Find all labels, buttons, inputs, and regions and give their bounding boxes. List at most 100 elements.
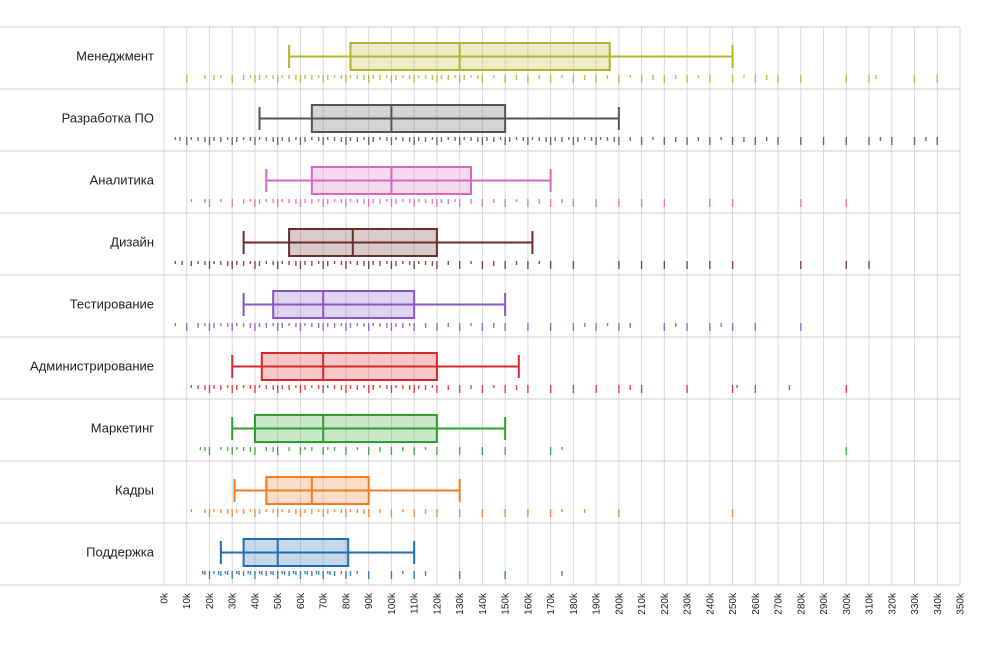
rug-mark [220, 323, 222, 326]
rug-mark [549, 385, 552, 393]
rug-mark [800, 137, 802, 145]
rug-mark [493, 199, 495, 203]
rug-mark [288, 137, 290, 142]
rug-mark [379, 199, 381, 204]
rug-mark [408, 323, 411, 326]
rug-mark [504, 385, 506, 393]
rug-mark [304, 571, 306, 574]
rug-mark [204, 75, 206, 79]
rug-mark [788, 385, 791, 390]
rug-mark [213, 509, 215, 512]
rug-mark [247, 571, 249, 574]
rug-mark [402, 75, 404, 78]
rug-mark [379, 323, 381, 327]
rug-mark [217, 571, 220, 575]
rug-mark [299, 199, 302, 207]
rug-mark [238, 571, 240, 575]
rug-mark [299, 323, 302, 331]
rug-mark [754, 323, 757, 331]
rug-mark [304, 137, 306, 142]
rug-mark [477, 75, 479, 79]
rug-mark [236, 509, 238, 513]
category-label: Аналитика [90, 173, 155, 188]
rug-mark [561, 447, 563, 450]
rug-mark [311, 509, 313, 514]
rug-mark [386, 137, 388, 141]
rug-mark [327, 571, 329, 574]
rug-mark [418, 261, 420, 264]
rug-mark [379, 137, 381, 140]
rug-mark [349, 509, 352, 512]
rug-mark [242, 323, 245, 327]
rug-mark [242, 261, 245, 266]
rug-mark [436, 199, 438, 207]
rug-mark [363, 261, 365, 266]
rug-mark [504, 447, 506, 455]
rug-mark [686, 75, 688, 83]
rug-mark [418, 385, 420, 389]
rug-mark [340, 199, 343, 203]
rug-mark [481, 447, 484, 455]
category-label: Поддержка [86, 545, 155, 560]
iqr-box [265, 476, 370, 505]
rug-mark [272, 447, 274, 452]
rug-mark [447, 323, 449, 327]
rug-mark [395, 199, 397, 204]
rug-mark [731, 323, 734, 331]
rug-mark [754, 385, 757, 393]
rug-mark [395, 385, 397, 388]
rug-mark [765, 75, 768, 80]
rug-mark [204, 571, 206, 575]
rug-mark [311, 385, 313, 388]
rug-mark [317, 75, 320, 78]
rug-mark [595, 137, 597, 145]
rug-mark [231, 75, 233, 83]
rug-mark [458, 323, 461, 331]
rug-mark [709, 323, 711, 331]
rug-mark [288, 509, 290, 513]
rug-mark [295, 75, 297, 80]
rug-mark [190, 509, 192, 512]
rug-mark [249, 509, 252, 512]
rug-mark [356, 75, 359, 79]
rug-mark [481, 137, 484, 145]
rug-mark [356, 509, 359, 513]
rug-mark [618, 509, 620, 517]
rug-mark [663, 75, 666, 83]
rug-mark [220, 199, 222, 202]
rug-mark [731, 75, 734, 83]
x-tick-label: 270k [774, 592, 785, 615]
rug-mark [213, 261, 215, 264]
rug-mark [372, 323, 374, 326]
rug-mark [367, 509, 370, 517]
rug-mark [470, 199, 472, 204]
rug-mark [272, 571, 274, 575]
rug-mark [640, 199, 643, 207]
x-tick-label: 90k [364, 592, 375, 609]
rug-mark [208, 509, 211, 517]
rug-mark [413, 509, 415, 517]
category-row: Администрирование [30, 352, 847, 393]
rug-mark [436, 137, 438, 145]
rug-mark [242, 385, 245, 388]
rug-mark [463, 137, 465, 140]
rug-mark [424, 447, 427, 450]
rug-mark [595, 385, 597, 393]
rug-mark [436, 509, 438, 517]
rug-mark [379, 509, 381, 513]
rug-mark [220, 385, 222, 390]
rug-mark [242, 199, 245, 204]
rug-mark [304, 261, 306, 265]
rug-mark [675, 75, 677, 79]
rug-mark [356, 323, 359, 326]
x-tick-label: 240k [705, 592, 716, 615]
rug-mark [413, 137, 415, 145]
rug-mark [431, 385, 434, 388]
rug-mark [440, 137, 443, 142]
rug-mark [249, 137, 252, 141]
rug-mark [379, 75, 381, 80]
rug-mark [481, 199, 484, 207]
rug-mark [254, 509, 256, 517]
rug-mark [590, 137, 593, 141]
